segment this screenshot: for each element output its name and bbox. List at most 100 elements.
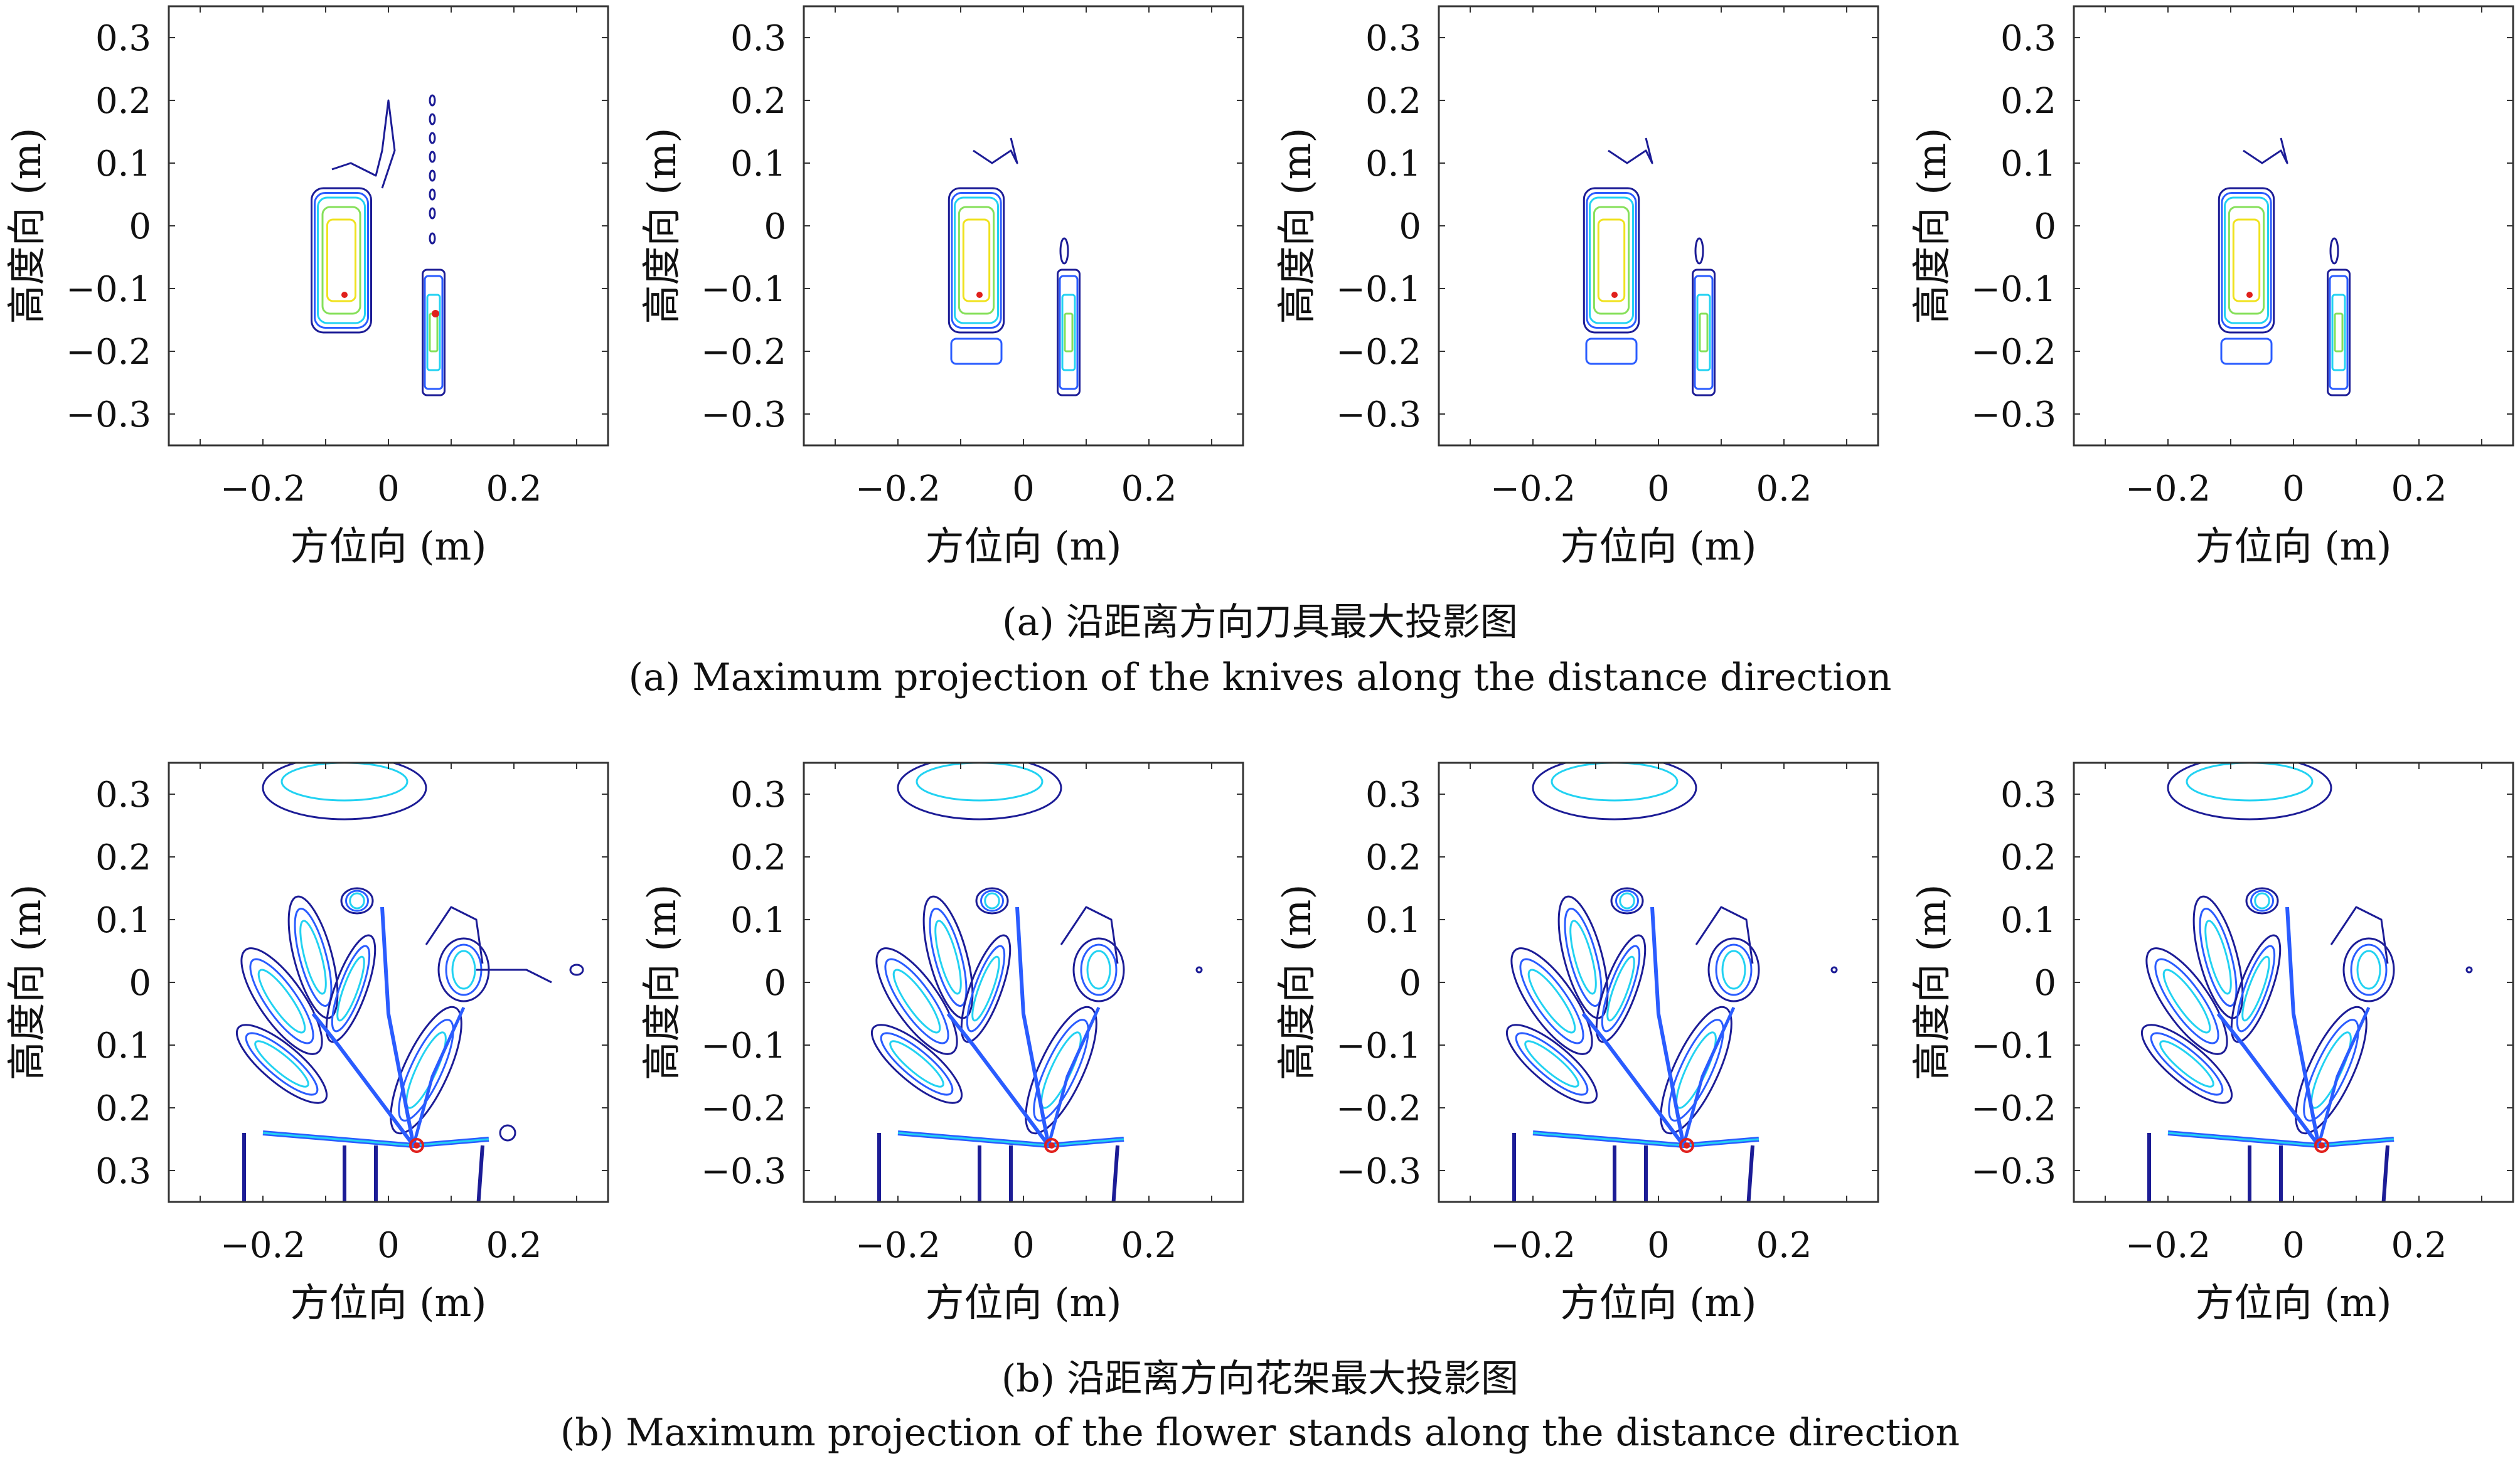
blade-dot-contour bbox=[429, 151, 436, 163]
leaf-contour bbox=[1619, 892, 1635, 910]
leaf-contour bbox=[1527, 969, 1576, 1034]
leaf-contour bbox=[1033, 1019, 1089, 1122]
leaf-contour bbox=[2145, 947, 2228, 1055]
stem-contour bbox=[2285, 906, 2320, 1146]
leaf-contour bbox=[1086, 950, 1111, 990]
leaf-contour bbox=[984, 892, 1000, 910]
leaf-contour bbox=[2310, 1031, 2352, 1109]
y-tick-label: 0.2 bbox=[1365, 837, 1421, 878]
shelf-contour bbox=[897, 1132, 1124, 1147]
hot-spot bbox=[976, 292, 983, 298]
stem-contour bbox=[1581, 1012, 1685, 1147]
y-tick-label: 0 bbox=[2034, 963, 2056, 1004]
y-axis-label: 高度向 (m) bbox=[1274, 128, 1320, 324]
leaf-contour bbox=[1601, 945, 1641, 1033]
knife-block-contour bbox=[321, 206, 361, 315]
blade-dot-contour bbox=[429, 232, 436, 245]
y-tick-label: −0.2 bbox=[1336, 332, 1421, 373]
leaf-contour bbox=[2150, 1032, 2224, 1096]
x-tick-label: 0.2 bbox=[2391, 1225, 2447, 1266]
panels: −0.2 0 0.2 0.3 0.2 0.1 0 −0.1 −0.2 −0.3 方位向 (m) 高度向… bbox=[4, 5, 2514, 1326]
leaf-contour bbox=[2236, 945, 2276, 1033]
hot-spot bbox=[1611, 292, 1618, 298]
top-edge-contour bbox=[2186, 763, 2314, 802]
y-tick-label: −0.3 bbox=[1971, 1151, 2056, 1192]
x-tick-label: −0.2 bbox=[2125, 469, 2211, 509]
contour-panel-3: −0.2 0 0.2 0.3 0.2 0.1 0 −0.1 −0.2 −0.3 方位向 (m) 高度向… bbox=[1274, 5, 1879, 569]
x-axis-label: 方位向 (m) bbox=[926, 523, 1122, 569]
y-tick-label: −0.3 bbox=[1336, 395, 1421, 435]
shelf-contour bbox=[2167, 1132, 2395, 1147]
y-axis-label: 高度向 (m) bbox=[639, 885, 685, 1081]
x-axis-label: 方位向 (m) bbox=[926, 1280, 1122, 1326]
knife-block-contour bbox=[2232, 218, 2261, 302]
leaf-contour bbox=[1721, 950, 1746, 990]
y-tick-label: 0.3 bbox=[95, 18, 151, 59]
leaf-contour bbox=[257, 969, 306, 1034]
hot-spot bbox=[1679, 1138, 1694, 1153]
axes-frame bbox=[2073, 5, 2514, 447]
y-tick-label: −0.2 bbox=[1971, 332, 2056, 373]
leaf-contour bbox=[1080, 943, 1118, 996]
y-tick-label: −0.3 bbox=[701, 1151, 786, 1192]
leaf-contour bbox=[331, 945, 371, 1033]
blade-contour bbox=[1057, 268, 1081, 396]
y-tick-label: −0.3 bbox=[1971, 395, 2056, 435]
blade-contour bbox=[1696, 294, 1711, 371]
leaf-contour bbox=[1707, 937, 1760, 1002]
knife-block-contour bbox=[951, 192, 1002, 329]
y-tick-label: −0.1 bbox=[701, 269, 786, 310]
blade-dot-contour bbox=[1694, 237, 1704, 265]
x-tick-label: 0.2 bbox=[2391, 469, 2447, 509]
leaf-contour bbox=[249, 958, 314, 1044]
y-tick-label: −0.1 bbox=[1971, 1026, 2056, 1066]
y-tick-label: −0.1 bbox=[1336, 1026, 1421, 1066]
leaf-contour bbox=[1557, 895, 1609, 1019]
hot-spot bbox=[2314, 1138, 2329, 1153]
hot-spot bbox=[341, 292, 348, 298]
y-tick-label: 0.1 bbox=[2000, 900, 2056, 941]
leaf-contour bbox=[1675, 1031, 1717, 1109]
blade-dot-contour bbox=[2329, 237, 2339, 265]
y-tick-label: 0.1 bbox=[730, 900, 786, 941]
x-tick-label: 0 bbox=[377, 1225, 400, 1266]
leaf-contour bbox=[2154, 958, 2219, 1044]
knife-base-contour bbox=[1585, 337, 1638, 365]
contours bbox=[1583, 137, 1716, 396]
blade-contour bbox=[1061, 294, 1076, 371]
y-axis-label: 高度向 (m) bbox=[1909, 885, 1955, 1081]
x-axis-label: 方位向 (m) bbox=[2196, 523, 2392, 569]
x-tick-label: 0.2 bbox=[486, 1225, 542, 1266]
y-tick-label: 0.2 bbox=[95, 81, 151, 122]
y-tick-label: −0.1 bbox=[701, 1026, 786, 1066]
leaf-contour bbox=[892, 969, 941, 1034]
knife-block-contour bbox=[1583, 187, 1640, 334]
leaf-contour bbox=[2245, 887, 2279, 915]
y-tick-label: 0.3 bbox=[730, 18, 786, 59]
hot-spot bbox=[1049, 1142, 1055, 1149]
leaf-contour bbox=[2204, 920, 2232, 995]
axes-frame bbox=[168, 5, 609, 447]
leaf-contour bbox=[294, 908, 333, 1007]
leg-contour bbox=[1111, 1145, 1119, 1202]
y-tick-label: 0.1 bbox=[95, 900, 151, 941]
caption-b-chinese: (b) 沿距离方向花架最大投影图 bbox=[1001, 1357, 1519, 1401]
blade-contour bbox=[2327, 268, 2351, 396]
knife-block-contour bbox=[317, 196, 366, 324]
x-tick-label: 0 bbox=[377, 469, 400, 509]
leaf-contour bbox=[870, 1024, 963, 1104]
leaf-contour bbox=[451, 950, 476, 990]
y-tick-label: 0 bbox=[129, 963, 151, 1004]
hot-spot bbox=[1044, 1138, 1059, 1153]
leaf-contour bbox=[445, 943, 483, 996]
x-tick-label: −0.2 bbox=[220, 1225, 306, 1266]
shelf-contour bbox=[1532, 1132, 1759, 1147]
leaf-contour bbox=[1505, 1024, 1598, 1104]
y-tick-label: 0.1 bbox=[1365, 900, 1421, 941]
blade-dot-contour bbox=[429, 94, 436, 107]
y-tick-label: −0.3 bbox=[701, 395, 786, 435]
y-tick-label: 0.1 bbox=[2000, 144, 2056, 184]
stem-contour bbox=[946, 1012, 1050, 1147]
caption-b-english: (b) Maximum projection of the flower sta… bbox=[560, 1411, 1960, 1455]
